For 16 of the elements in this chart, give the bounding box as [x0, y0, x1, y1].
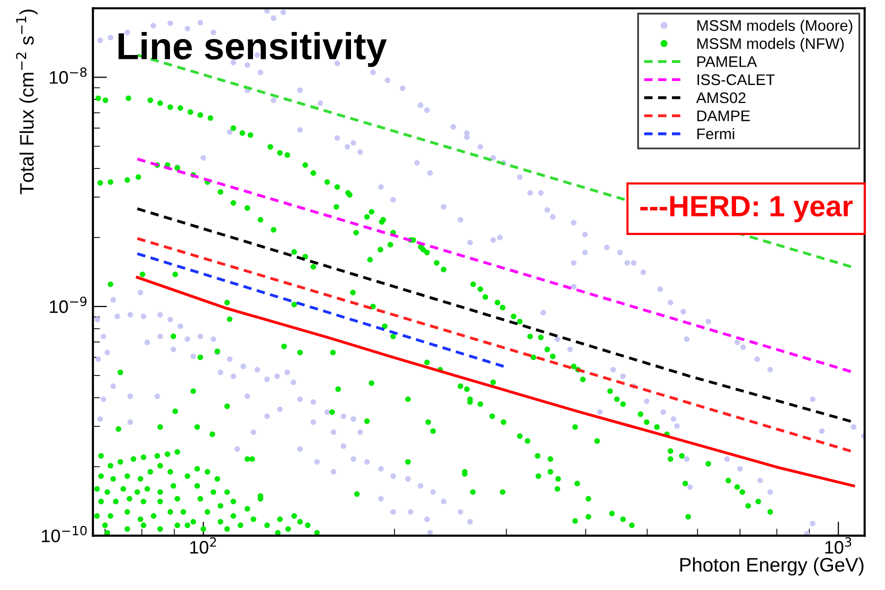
- y-axis-title: Total Flux (cm$^{−2}$ s$^{−1}$): [16, 10, 38, 194]
- y-tick-label: 10$^{−10}$: [42, 526, 87, 542]
- y-tick-label: 10$^{−9}$: [50, 296, 87, 314]
- legend-label: DAMPE: [697, 110, 750, 122]
- text: Line sensitivity: [118, 32, 387, 67]
- y-tick-label: 10$^{−8}$: [50, 67, 87, 84]
- annotation: ---HERD: 1 year: [640, 196, 853, 222]
- legend-label: Fermi: [697, 128, 734, 140]
- legend-label: ISS-CALET: [698, 74, 775, 86]
- legend-label: MSSM models (NFW): [697, 38, 844, 52]
- x-tick-label: 10$^{2}$: [190, 537, 216, 554]
- x-tick-label: 10$^{3}$: [825, 537, 852, 554]
- x-axis-title: Photon Energy (GeV): [680, 557, 864, 576]
- legend-label: MSSM models (Moore): [697, 20, 852, 34]
- legend-label: PAMELA: [697, 56, 757, 67]
- legend-label: AMS02: [696, 92, 746, 104]
